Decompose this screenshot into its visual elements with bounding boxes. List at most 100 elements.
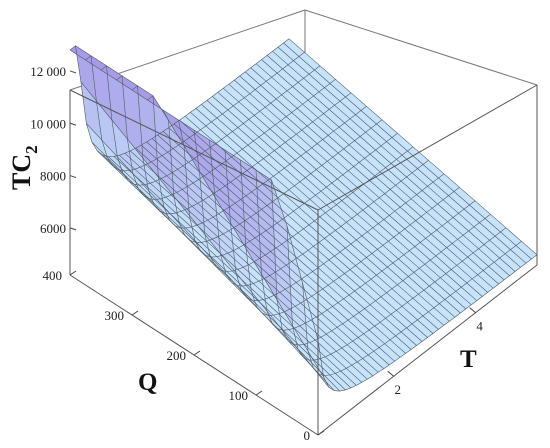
mesh-line-t	[119, 154, 368, 380]
surface-patch	[422, 186, 444, 204]
y-tick-label: 200	[167, 348, 187, 363]
surface-patch	[244, 93, 266, 112]
surface-patch	[397, 280, 419, 299]
surface-patch	[319, 356, 341, 374]
mesh-line-t	[228, 83, 477, 301]
y-tick-label: 0	[304, 428, 311, 443]
mesh-line-t	[69, 49, 319, 340]
surface-patch	[349, 140, 371, 159]
surface-patch	[310, 169, 332, 188]
surface-patch	[378, 219, 400, 238]
surface-patch	[117, 156, 139, 189]
surface-patch	[374, 322, 396, 340]
surface-patch	[351, 214, 373, 232]
mesh-line-t	[179, 119, 428, 338]
surface-patch	[310, 317, 332, 335]
surface-patch	[301, 126, 323, 144]
surface-patch	[360, 132, 382, 150]
surface-patch	[305, 173, 327, 192]
surface-patch	[430, 255, 452, 274]
surface-patch	[329, 256, 350, 274]
mesh-line-t	[255, 63, 505, 281]
y-tick-mark	[317, 430, 325, 436]
surface-patch	[116, 75, 138, 90]
surface-patch	[510, 245, 532, 264]
y-tick-label: 400	[43, 268, 63, 283]
surface-patch	[315, 337, 337, 355]
surface-patch	[328, 131, 350, 149]
surface-patch	[300, 151, 322, 170]
surface-patch	[295, 155, 317, 174]
surface-patch	[303, 74, 325, 92]
surface-patch	[340, 248, 361, 266]
mesh-line-t	[151, 138, 401, 358]
surface-patch	[318, 113, 340, 132]
surface-patch	[438, 173, 460, 192]
surface-patch	[256, 59, 278, 78]
surface-patch	[380, 318, 402, 336]
surface-patch	[407, 298, 429, 316]
surface-patch	[466, 278, 488, 297]
surface-patch	[338, 148, 360, 167]
surface-patch	[423, 286, 445, 304]
surface-patch	[499, 253, 521, 272]
surface-patch	[351, 361, 373, 380]
surface-patch	[386, 137, 408, 156]
surface-patch	[313, 91, 335, 110]
surface-patch	[341, 344, 363, 362]
surface-patch	[454, 187, 475, 205]
surface-patch	[85, 55, 107, 70]
surface-patch	[350, 265, 371, 284]
surface-patch	[330, 351, 352, 369]
surface-patch	[122, 75, 143, 159]
surface-patch	[297, 254, 319, 272]
surface-patch	[330, 204, 352, 223]
surface-patch	[399, 228, 421, 247]
surface-patch	[70, 45, 91, 60]
mesh-line-t	[272, 51, 521, 268]
surface-patch	[371, 275, 392, 293]
surface-patch	[426, 208, 448, 226]
surface-patch	[385, 314, 407, 332]
surface-patch	[391, 284, 413, 303]
surface-patch	[457, 235, 479, 253]
surface-patch	[395, 331, 417, 350]
surface-patch	[450, 291, 472, 309]
surface-patch	[391, 159, 413, 177]
mesh-line-t	[245, 71, 494, 289]
surface-patch	[390, 185, 412, 203]
surface-patch	[447, 217, 469, 236]
surface-patch	[411, 194, 433, 213]
surface-patch	[343, 295, 365, 313]
surface-patch	[228, 80, 250, 98]
surface-patch	[365, 279, 387, 297]
surface-patch	[444, 295, 466, 313]
surface-patch	[387, 263, 409, 281]
tick-group: 0 100 200 300 400 2 4 6000 8000 10 000 12 000	[30, 64, 483, 443]
surface-patch	[292, 232, 314, 251]
surface-patch	[412, 168, 433, 187]
surface-patch	[227, 105, 249, 124]
surface-patch	[96, 100, 118, 157]
surface-patch	[340, 368, 362, 386]
surface-patch	[363, 180, 385, 198]
surface-patch	[226, 131, 248, 150]
surface-patch	[147, 95, 169, 121]
surface-patch	[334, 252, 356, 270]
surface-patch	[270, 99, 292, 117]
surface-patch	[282, 64, 304, 83]
surface-patch	[320, 334, 342, 352]
surface-patch	[489, 236, 511, 254]
surface-patch	[211, 118, 233, 136]
surface-patch	[263, 154, 285, 173]
x-tick-mark	[469, 307, 476, 314]
surface-patch	[316, 165, 338, 183]
surface-patch	[441, 247, 463, 266]
surface-patch	[321, 310, 343, 328]
surface-patch	[431, 230, 453, 248]
surface-patch	[335, 371, 357, 388]
surface-patch	[467, 252, 489, 271]
surface-patch	[325, 208, 347, 227]
z-tick-label: 10 000	[30, 116, 66, 131]
surface-patch	[424, 260, 446, 278]
